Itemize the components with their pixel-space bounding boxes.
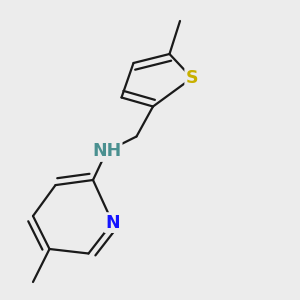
Text: NH: NH	[92, 142, 121, 160]
Text: N: N	[105, 214, 120, 232]
Text: S: S	[186, 69, 198, 87]
